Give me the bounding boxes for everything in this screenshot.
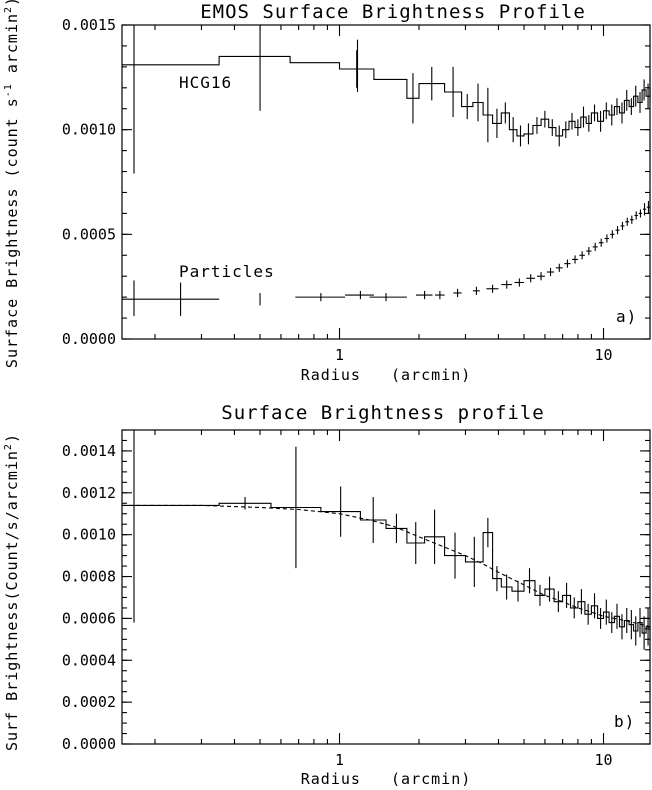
panel-b: Surface Brightness profile 0.00000.00020… bbox=[3, 402, 651, 788]
panel-a-x-axis-label: Radius (arcmin) bbox=[301, 366, 472, 384]
panel-a-title: EMOS Surface Brightness Profile bbox=[200, 1, 586, 23]
x-tick-label: 1 bbox=[335, 346, 344, 364]
x-tick-label: 10 bbox=[594, 346, 612, 364]
panel-b-y-ticks: 0.0000 0.0002 0.0004 0.0006 0.0008 0.0010 0.00… bbox=[62, 429, 650, 753]
series-step-line bbox=[122, 55, 651, 137]
annotation-particles: Particles bbox=[179, 262, 275, 281]
y-tick-label: 0.0002 bbox=[62, 693, 116, 711]
y-tick-label: 0.0015 bbox=[62, 16, 116, 34]
panel-a-data bbox=[122, 25, 651, 316]
panel-b-data bbox=[122, 430, 651, 650]
panel-b-x-ticks: 1 10 bbox=[154, 430, 613, 769]
panel-a: EMOS Surface Brightness Profile 0.00000.… bbox=[3, 0, 651, 384]
panel-b-y-axis-label: Surf Brightness(Count/s/arcmin2) bbox=[3, 433, 21, 751]
panel-a-x-ticks: 1 10 bbox=[154, 25, 613, 364]
y-tick-label: 0.0006 bbox=[62, 609, 116, 627]
x-tick-label: 10 bbox=[594, 751, 612, 769]
panel-b-label: b) bbox=[614, 712, 635, 731]
panel-b-title: Surface Brightness profile bbox=[221, 402, 544, 424]
y-tick-label: 0.0010 bbox=[62, 121, 116, 139]
model-curve bbox=[122, 504, 651, 628]
panel-a-frame bbox=[121, 24, 651, 340]
panel-a-label: a) bbox=[616, 307, 637, 326]
panel-b-frame bbox=[121, 429, 651, 745]
panel-a-y-axis-label: Surface Brightness (count s-1 arcmin2) bbox=[3, 0, 21, 368]
y-tick-label: 0.0004 bbox=[62, 651, 116, 669]
series-step-line bbox=[122, 502, 651, 634]
panel-b-x-axis-label: Radius (arcmin) bbox=[301, 770, 472, 788]
y-tick-label: 0.0012 bbox=[62, 484, 116, 502]
annotation-hcg16: HCG16 bbox=[179, 73, 232, 92]
y-tick-label: 0.0014 bbox=[62, 442, 116, 460]
y-tick-label: 0.0000 bbox=[62, 735, 116, 753]
y-tick-label: 0.0008 bbox=[62, 568, 116, 586]
y-tick-label: 0.0005 bbox=[62, 225, 116, 243]
y-tick-label: 0.0010 bbox=[62, 526, 116, 544]
x-tick-label: 1 bbox=[335, 751, 344, 769]
y-tick-label: 0.0000 bbox=[62, 330, 116, 348]
panel-a-y-ticks: 0.0000 0.0005 0.0010 0.0015 bbox=[62, 16, 650, 348]
